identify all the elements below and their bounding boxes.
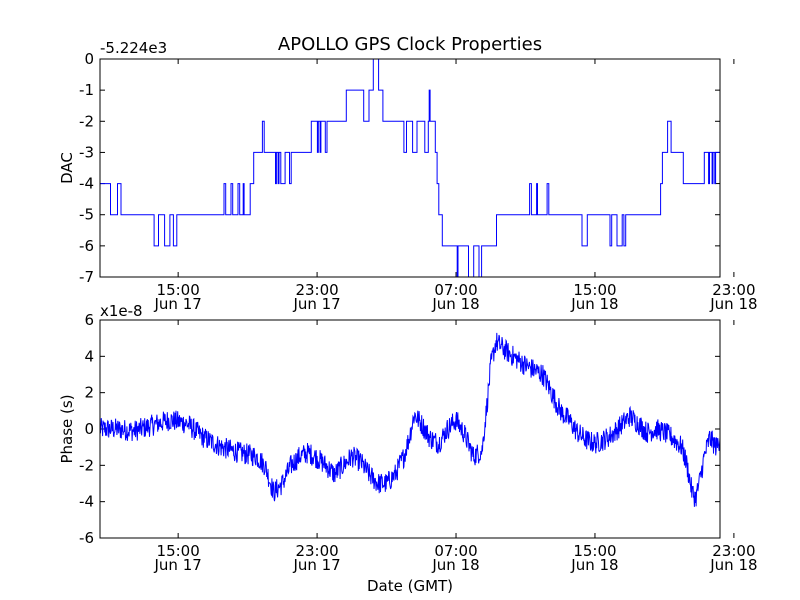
phase-axes-frame (99, 319, 721, 539)
phase-x-tick-time: 23:00 (295, 542, 338, 560)
phase-offset-label: x1e-8 (100, 302, 143, 320)
phase-y-tick-label: 2 (84, 384, 94, 402)
dac-offset-label: -5.224e3 (100, 39, 167, 57)
dac-y-tick-label: -1 (79, 81, 94, 99)
dac-y-tick-label: -6 (79, 237, 94, 255)
dac-x-tick-time: 15:00 (573, 281, 616, 299)
phase-x-tick-time: 07:00 (434, 542, 477, 560)
phase-panel: x1e-8 Phase (s) Date (GMT) 6 4 2 0 -2 -4 -6 15… (58, 302, 758, 595)
dac-x-tick-time: 07:00 (434, 281, 477, 299)
phase-x-tick-date: Jun 17 (292, 556, 340, 574)
phase-series-line (100, 332, 720, 507)
dac-y-tick-label: 0 (84, 50, 94, 68)
phase-x-tick-date: Jun 18 (570, 556, 618, 574)
dac-y-tick-label: -5 (79, 206, 94, 224)
dac-y-tick-label: -4 (79, 175, 94, 193)
dac-y-tick-label: -7 (79, 268, 94, 286)
dac-x-tick-date: Jun 18 (431, 295, 479, 313)
dac-x-tick-time: 15:00 (157, 281, 200, 299)
chart-title: APOLLO GPS Clock Properties (278, 34, 542, 55)
dac-plot-area (100, 59, 720, 277)
dac-x-tick-date: Jun 17 (154, 295, 202, 313)
phase-y-tick-label: 4 (84, 347, 94, 365)
phase-y-tick-label: -6 (79, 529, 94, 547)
phase-y-tick-label: -2 (79, 456, 94, 474)
dac-y-tick-label: -2 (79, 112, 94, 130)
phase-x-tick-date: Jun 18 (709, 556, 757, 574)
phase-y-tick-label: 0 (84, 420, 94, 438)
phase-plot-area (100, 332, 720, 507)
phase-y-tick-label: -4 (79, 493, 94, 511)
dac-y-ticks: 0 -1 -2 -3 -4 -5 -6 -7 (79, 50, 720, 286)
dac-x-tick-date: Jun 17 (292, 295, 340, 313)
phase-y-axis-label: Phase (s) (58, 394, 76, 463)
phase-x-tick-date: Jun 17 (154, 556, 202, 574)
dac-x-tick-time: 23:00 (295, 281, 338, 299)
phase-x-axis-label: Date (GMT) (367, 577, 453, 595)
phase-y-tick-label: 6 (84, 311, 94, 329)
phase-x-tick-time: 23:00 (712, 542, 755, 560)
dac-panel: APOLLO GPS Clock Properties -5.224e3 DAC… (58, 34, 758, 313)
dac-axes-frame (99, 58, 721, 278)
phase-x-tick-time: 15:00 (573, 542, 616, 560)
dac-series-line (100, 59, 720, 277)
phase-x-tick-date: Jun 18 (431, 556, 479, 574)
dac-x-tick-time: 23:00 (712, 281, 755, 299)
dac-x-tick-date: Jun 18 (709, 295, 757, 313)
dac-y-axis-label: DAC (58, 152, 76, 184)
dac-x-tick-date: Jun 18 (570, 295, 618, 313)
phase-x-tick-time: 15:00 (157, 542, 200, 560)
dac-y-tick-label: -3 (79, 143, 94, 161)
